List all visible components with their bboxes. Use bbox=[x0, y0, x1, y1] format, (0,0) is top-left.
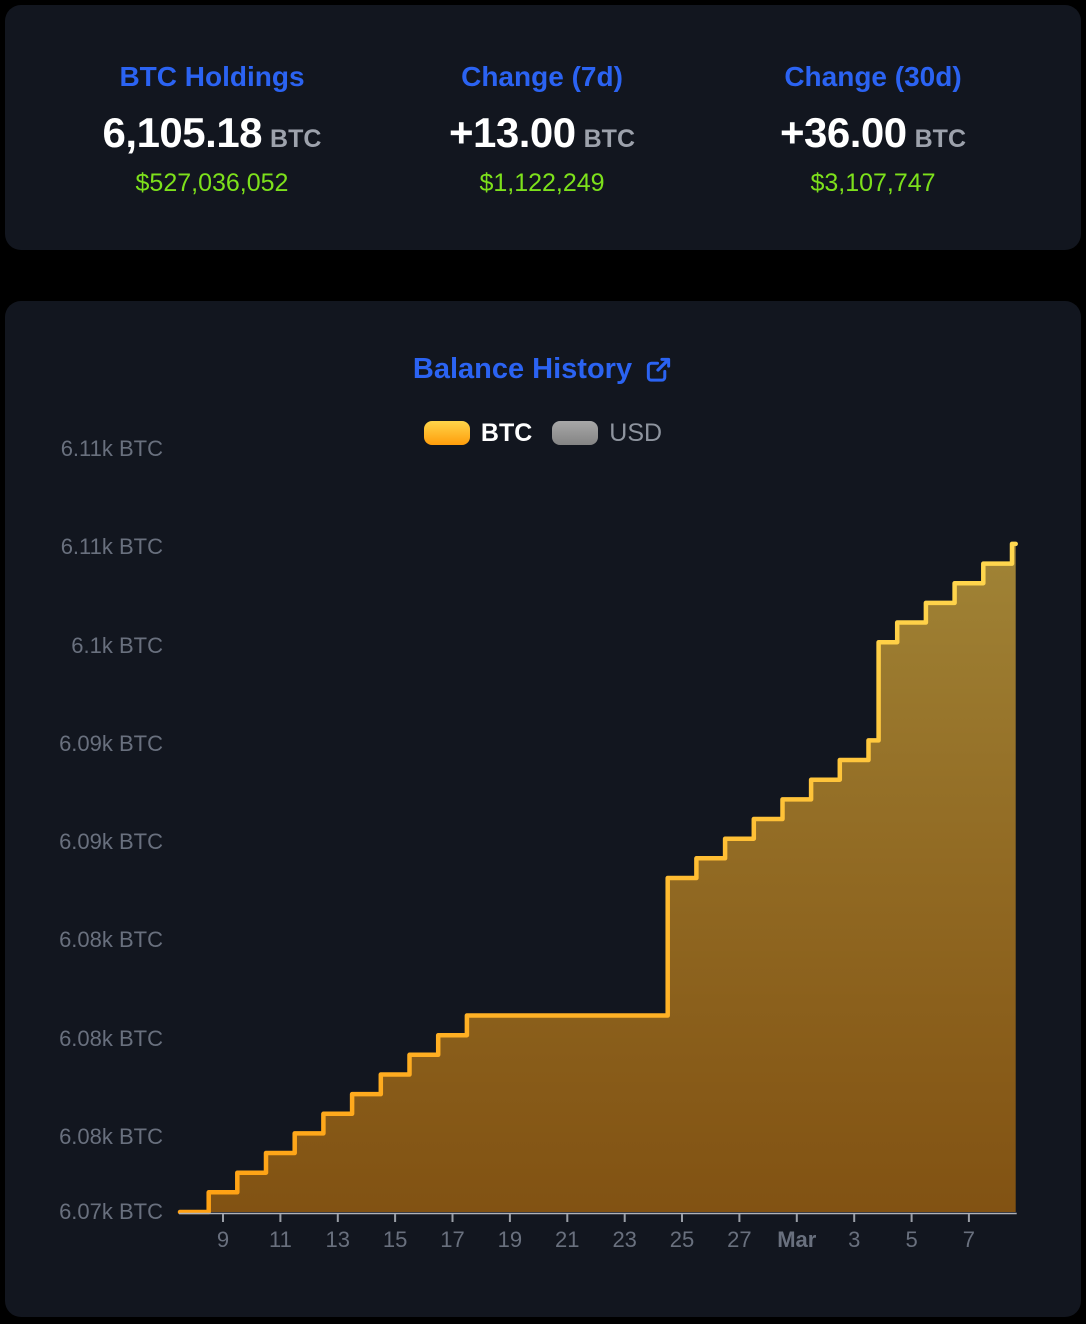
x-axis-label: 23 bbox=[612, 1227, 637, 1252]
x-axis-label: Mar bbox=[777, 1227, 817, 1252]
external-link-icon[interactable] bbox=[644, 355, 673, 384]
legend-swatch-usd bbox=[552, 421, 599, 445]
area-fill bbox=[180, 543, 1016, 1212]
x-axis-label: 21 bbox=[555, 1227, 580, 1252]
y-axis-label: 6.09k BTC bbox=[59, 730, 163, 756]
legend-swatch-btc bbox=[423, 421, 470, 445]
stat-value-row: 6,105.18 BTC bbox=[32, 111, 392, 165]
y-axis-label: 6.09k BTC bbox=[59, 829, 163, 855]
y-axis-label: 6.08k BTC bbox=[59, 1123, 163, 1149]
stat-label: Change (30d) bbox=[784, 61, 962, 92]
legend-label-usd: USD bbox=[609, 419, 663, 447]
stat-usd-value: $1,122,249 bbox=[479, 169, 605, 197]
x-axis-label: 25 bbox=[669, 1227, 695, 1252]
chart-legend: BTC USD bbox=[5, 409, 1081, 457]
y-axis-label: 6.11k BTC bbox=[60, 534, 163, 560]
stat-value-row: +36.00 BTC bbox=[693, 111, 1053, 165]
stat-label: BTC Holdings bbox=[119, 61, 305, 92]
y-axis-label: 6.11k BTC bbox=[60, 436, 163, 462]
balance-history-link[interactable]: Balance History bbox=[5, 351, 1081, 387]
stat-value: +13.00 bbox=[448, 109, 576, 156]
y-axis-label: 6.1k BTC bbox=[71, 632, 163, 658]
stat-btc-holdings: BTC Holdings 6,105.18 BTC $527,036,052 bbox=[32, 5, 392, 250]
x-axis-label: 7 bbox=[962, 1227, 976, 1252]
stat-change-30d: Change (30d) +36.00 BTC $3,107,747 bbox=[693, 5, 1053, 250]
x-axis-label: 15 bbox=[382, 1227, 408, 1252]
legend-label-btc: BTC bbox=[480, 419, 533, 447]
x-axis-label: 13 bbox=[325, 1227, 351, 1252]
x-axis-label: 3 bbox=[848, 1227, 861, 1252]
stat-usd-value: $3,107,747 bbox=[810, 169, 936, 197]
y-axis-label: 6.08k BTC bbox=[59, 1025, 163, 1051]
y-axis-label: 6.08k BTC bbox=[59, 927, 163, 953]
x-axis-label: 5 bbox=[905, 1227, 918, 1252]
x-axis-label: 17 bbox=[440, 1227, 465, 1252]
legend-item-btc[interactable]: BTC bbox=[423, 419, 533, 447]
x-axis-label: 11 bbox=[268, 1227, 292, 1252]
stat-unit: BTC bbox=[914, 125, 967, 153]
stat-value-row: +13.00 BTC bbox=[362, 111, 722, 165]
legend-item-usd[interactable]: USD bbox=[552, 419, 662, 447]
balance-step-line bbox=[177, 541, 1018, 1215]
stat-value: +36.00 bbox=[779, 109, 907, 156]
x-axis-label: 9 bbox=[216, 1227, 230, 1252]
chart-title[interactable]: Balance History bbox=[412, 353, 633, 385]
stat-change-7d: Change (7d) +13.00 BTC $1,122,249 bbox=[362, 5, 722, 250]
stat-usd-value: $527,036,052 bbox=[135, 169, 289, 197]
x-axis-label: 19 bbox=[497, 1227, 523, 1252]
stat-label: Change (7d) bbox=[461, 61, 623, 92]
y-axis-label: 6.07k BTC bbox=[59, 1199, 163, 1224]
portfolio-stats-card: BTC Holdings 6,105.18 BTC $527,036,052 Ch… bbox=[5, 5, 1081, 250]
x-axis-label: 27 bbox=[727, 1227, 752, 1252]
stat-value: 6,105.18 bbox=[102, 109, 263, 156]
stat-unit: BTC bbox=[583, 125, 636, 153]
stat-unit: BTC bbox=[270, 125, 322, 153]
